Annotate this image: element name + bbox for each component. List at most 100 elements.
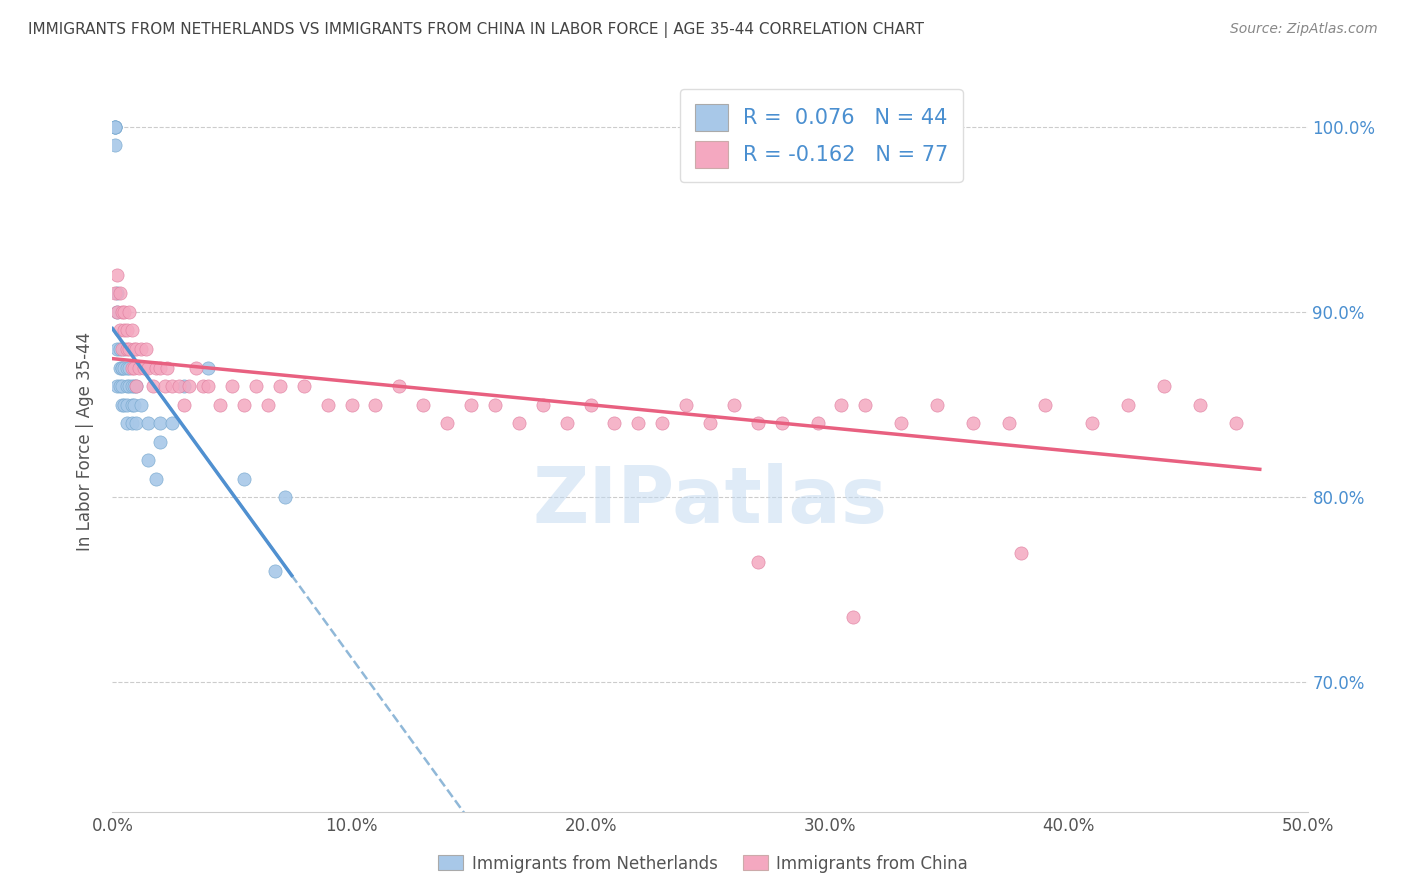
Point: [149, 434, 172, 449]
Point: [269, 379, 291, 393]
Legend: R =  0.076   N = 44, R = -0.162   N = 77: R = 0.076 N = 44, R = -0.162 N = 77: [681, 89, 963, 182]
Point: [121, 379, 143, 393]
Text: Source: ZipAtlas.com: Source: ZipAtlas.com: [1230, 22, 1378, 37]
Point: [292, 379, 315, 393]
Point: [114, 323, 135, 337]
Point: [125, 416, 148, 430]
Point: [388, 379, 411, 393]
Point: [508, 416, 530, 430]
Point: [104, 286, 127, 301]
Point: [770, 416, 793, 430]
Point: [962, 416, 984, 430]
Point: [927, 397, 949, 411]
Point: [186, 360, 208, 375]
Point: [108, 286, 131, 301]
Point: [108, 342, 131, 356]
Point: [723, 397, 745, 411]
Point: [747, 555, 769, 569]
Point: [747, 416, 769, 430]
Point: [555, 416, 578, 430]
Point: [412, 397, 434, 411]
Point: [890, 416, 912, 430]
Point: [579, 397, 602, 411]
Point: [145, 471, 167, 485]
Point: [111, 305, 134, 319]
Point: [1033, 397, 1056, 411]
Point: [122, 397, 145, 411]
Point: [145, 360, 167, 375]
Point: [135, 342, 157, 356]
Point: [121, 360, 143, 375]
Point: [273, 490, 295, 504]
Point: [1118, 397, 1140, 411]
Point: [115, 323, 138, 337]
Point: [531, 397, 554, 411]
Point: [105, 342, 128, 356]
Text: IMMIGRANTS FROM NETHERLANDS VS IMMIGRANTS FROM CHINA IN LABOR FORCE | AGE 35-44 : IMMIGRANTS FROM NETHERLANDS VS IMMIGRANT…: [28, 22, 924, 38]
Point: [173, 379, 195, 393]
Point: [111, 379, 134, 393]
Point: [122, 360, 145, 375]
Point: [197, 360, 219, 375]
Point: [105, 305, 128, 319]
Point: [1081, 416, 1104, 430]
Point: [138, 453, 160, 467]
Point: [316, 397, 339, 411]
Point: [132, 360, 155, 375]
Point: [111, 360, 134, 375]
Point: [233, 471, 256, 485]
Point: [115, 379, 138, 393]
Point: [603, 416, 626, 430]
Point: [460, 397, 482, 411]
Point: [257, 397, 280, 411]
Point: [264, 564, 287, 578]
Point: [111, 397, 134, 411]
Point: [125, 379, 148, 393]
Point: [209, 397, 232, 411]
Point: [122, 342, 145, 356]
Point: [105, 305, 128, 319]
Point: [122, 379, 145, 393]
Point: [108, 323, 131, 337]
Point: [118, 305, 141, 319]
Point: [1010, 545, 1032, 559]
Point: [118, 379, 141, 393]
Text: ZIPatlas: ZIPatlas: [533, 463, 887, 539]
Point: [125, 379, 148, 393]
Point: [651, 416, 673, 430]
Point: [1153, 379, 1175, 393]
Point: [364, 397, 387, 411]
Point: [149, 416, 172, 430]
Point: [115, 342, 138, 356]
Point: [197, 379, 219, 393]
Point: [340, 397, 363, 411]
Point: [105, 379, 128, 393]
Point: [221, 379, 243, 393]
Point: [842, 610, 865, 624]
Point: [129, 397, 152, 411]
Point: [104, 138, 127, 153]
Point: [1225, 416, 1247, 430]
Point: [138, 416, 160, 430]
Point: [142, 379, 165, 393]
Point: [699, 416, 721, 430]
Point: [169, 379, 191, 393]
Point: [115, 397, 138, 411]
Point: [118, 360, 141, 375]
Point: [111, 342, 134, 356]
Y-axis label: In Labor Force | Age 35-44: In Labor Force | Age 35-44: [76, 332, 94, 551]
Point: [121, 323, 143, 337]
Point: [831, 397, 853, 411]
Point: [484, 397, 506, 411]
Point: [114, 397, 135, 411]
Point: [855, 397, 877, 411]
Point: [118, 342, 141, 356]
Point: [149, 360, 172, 375]
Point: [193, 379, 215, 393]
Point: [128, 360, 150, 375]
Point: [115, 416, 138, 430]
Point: [173, 397, 195, 411]
Point: [104, 120, 127, 134]
Point: [1189, 397, 1212, 411]
Point: [138, 360, 160, 375]
